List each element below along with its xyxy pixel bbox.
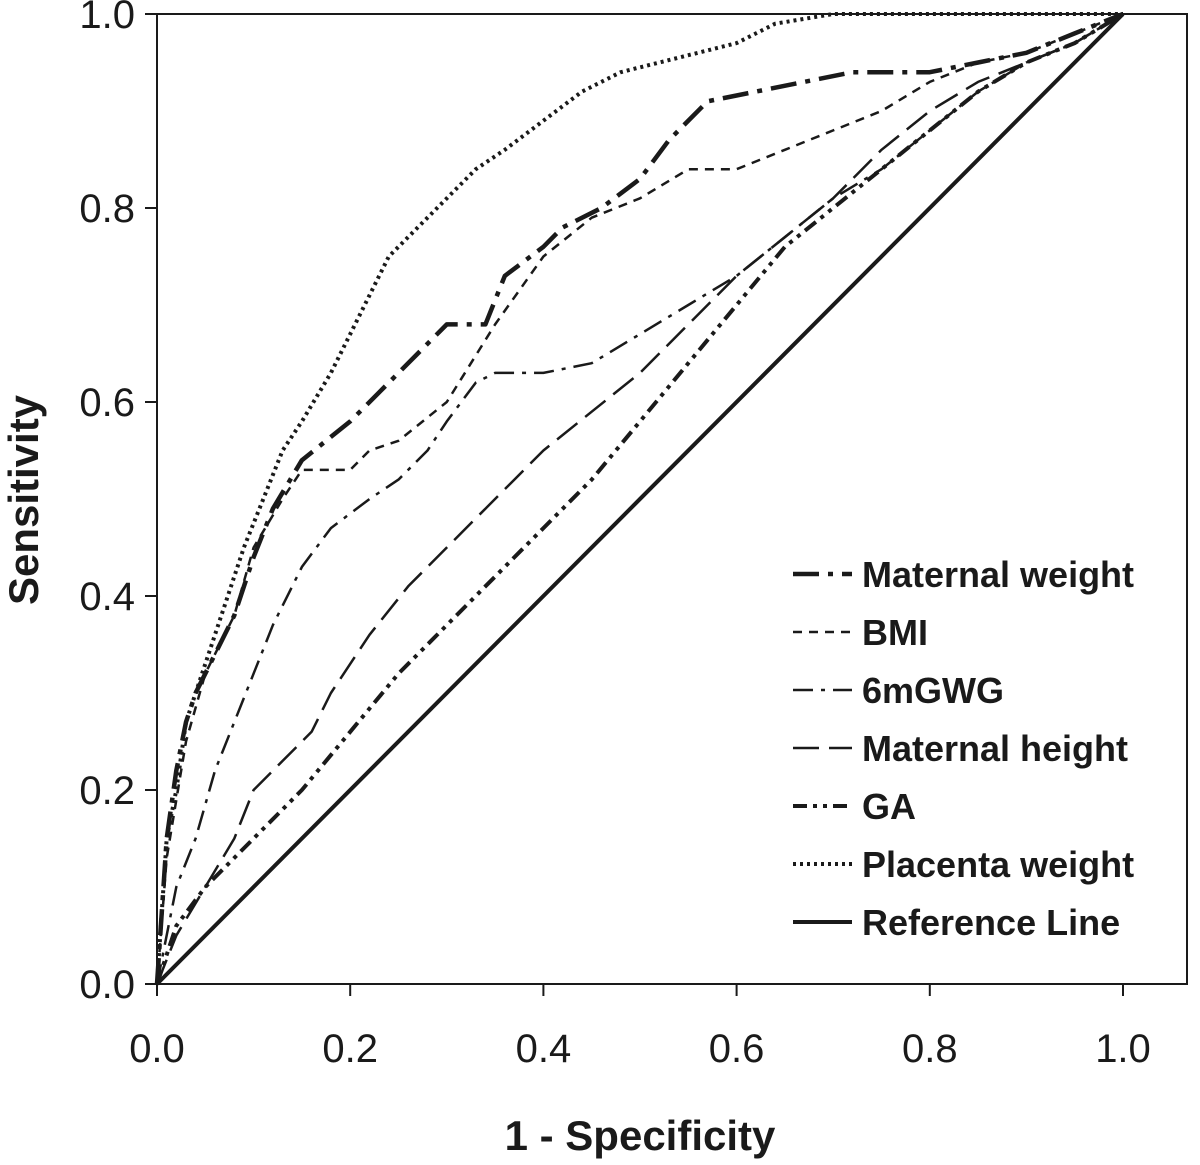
x-tick-label: 0.0: [129, 1027, 185, 1071]
y-axis: 0.0 0.2 0.4 0.6 0.8 1.0: [79, 0, 157, 1007]
plot-frame: [156, 13, 1188, 985]
series-line-2: [155, 12, 1124, 985]
x-tick-label: 0.6: [709, 1027, 765, 1071]
y-tick-label: 0.0: [79, 963, 135, 1007]
x-tick-label: 0.4: [516, 1027, 572, 1071]
legend-label: Placenta weight: [862, 844, 1134, 885]
series-line-4: [155, 12, 1125, 985]
series-line-6: [155, 12, 1125, 986]
y-tick-label: 1.0: [79, 0, 135, 37]
roc-curves: [154, 11, 1125, 986]
x-tick-label: 0.2: [322, 1027, 378, 1071]
y-axis-title: Sensitivity: [0, 394, 47, 605]
legend-label: 6mGWG: [862, 670, 1004, 711]
series-line-3: [155, 12, 1124, 985]
legend-label: GA: [862, 786, 916, 827]
legend-label: Reference Line: [862, 902, 1120, 943]
x-tick-label: 1.0: [1095, 1027, 1151, 1071]
x-axis-title: 1 - Specificity: [505, 1112, 776, 1159]
series-line-1: [155, 12, 1124, 985]
legend-label: BMI: [862, 612, 928, 653]
y-tick-label: 0.8: [79, 187, 135, 231]
series-line-5: [155, 12, 1123, 985]
legend-label: Maternal height: [862, 728, 1128, 769]
x-tick-label: 0.8: [902, 1027, 958, 1071]
y-tick-label: 0.6: [79, 381, 135, 425]
y-tick-label: 0.2: [79, 769, 135, 813]
legend: Maternal weight BMI 6mGWG Maternal height GA…: [793, 554, 1134, 943]
legend-label: Maternal weight: [862, 554, 1134, 595]
x-axis: 0.0 0.2 0.4 0.6 0.8 1.0: [129, 984, 1151, 1071]
y-tick-label: 0.4: [79, 575, 135, 619]
series-line-0: [154, 11, 1124, 985]
